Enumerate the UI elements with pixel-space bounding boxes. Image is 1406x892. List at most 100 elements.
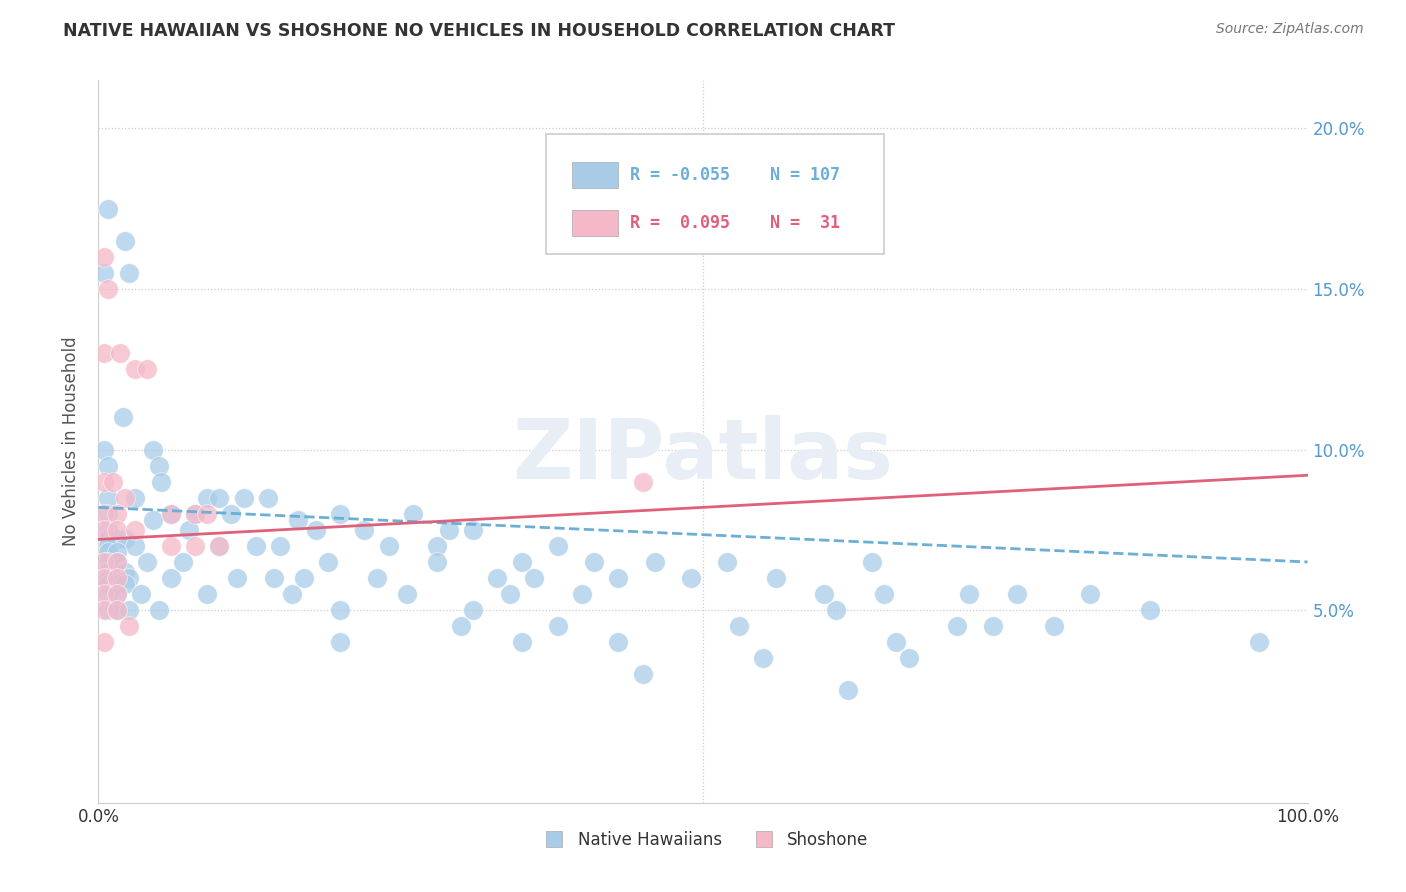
Point <box>631 667 654 681</box>
Text: N =  31: N = 31 <box>769 214 839 233</box>
Point <box>105 587 128 601</box>
Point <box>498 587 520 601</box>
Point <box>97 555 120 569</box>
Point <box>97 571 120 585</box>
Point <box>607 571 630 585</box>
Point <box>208 539 231 553</box>
Text: Source: ZipAtlas.com: Source: ZipAtlas.com <box>1216 22 1364 37</box>
Point <box>105 571 128 585</box>
Point <box>160 539 183 553</box>
Point <box>118 603 141 617</box>
Text: ZIPatlas: ZIPatlas <box>513 416 893 497</box>
Point <box>135 362 157 376</box>
Point <box>377 539 399 553</box>
Point <box>728 619 751 633</box>
Text: R = -0.055: R = -0.055 <box>630 166 731 185</box>
Point <box>142 442 165 457</box>
Point <box>765 571 787 585</box>
Point <box>129 587 152 601</box>
Point <box>160 507 183 521</box>
Point <box>426 539 449 553</box>
Point <box>825 603 848 617</box>
Point <box>426 555 449 569</box>
Point <box>93 442 115 457</box>
Point <box>402 507 425 521</box>
Point <box>463 603 485 617</box>
Point <box>208 491 231 505</box>
Point <box>118 571 141 585</box>
Point <box>97 507 120 521</box>
Point <box>97 545 120 559</box>
Point <box>226 571 249 585</box>
Point <box>93 475 115 489</box>
Point <box>105 587 128 601</box>
Point <box>1007 587 1029 601</box>
Point <box>111 410 134 425</box>
Legend: Native Hawaiians, Shoshone: Native Hawaiians, Shoshone <box>531 824 875 856</box>
Point <box>287 513 309 527</box>
Point <box>886 635 908 649</box>
Point <box>486 571 509 585</box>
Point <box>93 555 115 569</box>
Point <box>97 491 120 505</box>
Point <box>160 507 183 521</box>
Point <box>353 523 375 537</box>
Point <box>142 513 165 527</box>
Point <box>679 571 702 585</box>
Point <box>93 523 115 537</box>
Point <box>93 250 115 264</box>
Point <box>256 491 278 505</box>
Point <box>547 619 569 633</box>
Point <box>184 507 207 521</box>
Point <box>631 475 654 489</box>
Point <box>813 587 835 601</box>
Point <box>105 555 128 569</box>
Point <box>184 507 207 521</box>
Point <box>114 577 136 591</box>
Point <box>946 619 969 633</box>
Point <box>148 603 170 617</box>
Point <box>195 491 218 505</box>
Point <box>148 458 170 473</box>
Text: NATIVE HAWAIIAN VS SHOSHONE NO VEHICLES IN HOUSEHOLD CORRELATION CHART: NATIVE HAWAIIAN VS SHOSHONE NO VEHICLES … <box>63 22 896 40</box>
Point <box>245 539 267 553</box>
Point <box>124 491 146 505</box>
Point <box>172 555 194 569</box>
Point <box>105 507 128 521</box>
Point <box>208 539 231 553</box>
Point <box>752 651 775 665</box>
Point <box>97 533 120 547</box>
Point <box>316 555 339 569</box>
FancyBboxPatch shape <box>546 135 884 253</box>
Point <box>860 555 883 569</box>
Point <box>897 651 920 665</box>
Point <box>105 603 128 617</box>
Point <box>329 603 352 617</box>
Point <box>124 362 146 376</box>
Point <box>329 635 352 649</box>
Y-axis label: No Vehicles in Household: No Vehicles in Household <box>62 336 80 547</box>
Point <box>450 619 472 633</box>
Point <box>583 555 606 569</box>
Point <box>93 571 115 585</box>
Point <box>97 603 120 617</box>
Point <box>118 266 141 280</box>
Point <box>547 539 569 553</box>
Point <box>510 635 533 649</box>
Point <box>395 587 418 601</box>
Point <box>281 587 304 601</box>
Point <box>716 555 738 569</box>
Point <box>195 587 218 601</box>
Point <box>93 587 115 601</box>
Point <box>1139 603 1161 617</box>
Point <box>101 475 124 489</box>
Point <box>105 577 128 591</box>
Point <box>195 507 218 521</box>
Point <box>463 523 485 537</box>
Point <box>97 565 120 579</box>
Point <box>97 539 120 553</box>
Point <box>329 507 352 521</box>
Point <box>114 491 136 505</box>
Point <box>105 555 128 569</box>
Point <box>124 523 146 537</box>
